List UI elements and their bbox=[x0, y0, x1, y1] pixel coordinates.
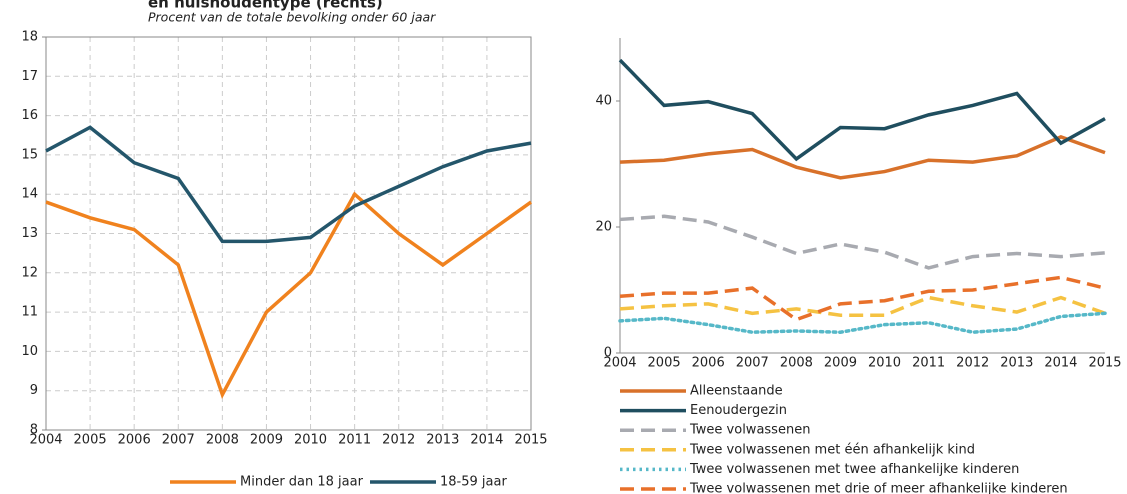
y-tick-label: 9 bbox=[30, 383, 38, 398]
series-line bbox=[45, 125, 532, 244]
x-tick-label: 2015 bbox=[514, 433, 547, 448]
x-tick-label: 2005 bbox=[74, 433, 107, 448]
chart-subtitle: Procent van de totale bevolking onder 60… bbox=[148, 10, 436, 25]
x-tick-label: 2009 bbox=[250, 433, 283, 448]
y-tick-label: 40 bbox=[595, 94, 612, 109]
series-line bbox=[619, 295, 1106, 317]
x-tick-label: 2007 bbox=[736, 356, 769, 371]
series-line bbox=[619, 135, 1106, 180]
x-tick-label: 2014 bbox=[470, 433, 503, 448]
x-tick-label: 2004 bbox=[603, 356, 636, 371]
series-line bbox=[45, 191, 533, 400]
legend-label: 18-59 jaar bbox=[440, 475, 507, 490]
legend-label: Eenoudergezin bbox=[690, 403, 787, 418]
x-tick-label: 2006 bbox=[692, 356, 725, 371]
x-tick-label: 2010 bbox=[294, 433, 327, 448]
x-tick-label: 2013 bbox=[1000, 356, 1033, 371]
y-tick-label: 12 bbox=[21, 265, 38, 280]
y-tick-label: 18 bbox=[21, 30, 38, 45]
series-line bbox=[618, 58, 1106, 162]
legend-label: Twee volwassenen met twee afhankelijke k… bbox=[689, 462, 1019, 477]
series-line bbox=[619, 214, 1106, 270]
y-tick-label: 0 bbox=[604, 346, 612, 361]
y-tick-label: 15 bbox=[21, 147, 38, 162]
legend-label: Alleenstaande bbox=[690, 384, 783, 399]
y-tick-label: 13 bbox=[21, 226, 38, 241]
y-tick-label: 14 bbox=[21, 187, 38, 202]
y-tick-label: 11 bbox=[21, 305, 38, 320]
y-tick-label: 20 bbox=[595, 220, 612, 235]
x-tick-label: 2015 bbox=[1088, 356, 1121, 371]
legend-label: Twee volwassenen met drie of meer afhank… bbox=[689, 482, 1068, 494]
x-tick-label: 2012 bbox=[956, 356, 989, 371]
x-tick-label: 2011 bbox=[338, 433, 371, 448]
x-tick-label: 2004 bbox=[29, 433, 62, 448]
legend-label: Twee volwassenen bbox=[689, 423, 810, 438]
y-tick-label: 10 bbox=[21, 344, 38, 359]
x-tick-label: 2010 bbox=[868, 356, 901, 371]
x-tick-label: 2007 bbox=[162, 433, 195, 448]
x-tick-label: 2013 bbox=[426, 433, 459, 448]
y-tick-label: 16 bbox=[21, 108, 38, 123]
legend-label: Twee volwassenen met één afhankelijk kin… bbox=[689, 442, 975, 457]
chart-title: en huishoudentype (rechts) bbox=[148, 0, 383, 12]
x-tick-label: 2009 bbox=[824, 356, 857, 371]
x-tick-label: 2012 bbox=[382, 433, 415, 448]
y-tick-label: 8 bbox=[30, 423, 38, 438]
x-tick-label: 2006 bbox=[118, 433, 151, 448]
plot-border bbox=[45, 36, 532, 431]
series-line bbox=[618, 311, 1107, 334]
x-tick-label: 2008 bbox=[206, 433, 239, 448]
x-tick-label: 2008 bbox=[780, 356, 813, 371]
y-tick-label: 17 bbox=[21, 69, 38, 84]
x-tick-label: 2005 bbox=[648, 356, 681, 371]
series-line bbox=[619, 275, 1106, 322]
legend-label: Minder dan 18 jaar bbox=[240, 475, 364, 490]
x-tick-label: 2011 bbox=[912, 356, 945, 371]
x-tick-label: 2014 bbox=[1044, 356, 1077, 371]
